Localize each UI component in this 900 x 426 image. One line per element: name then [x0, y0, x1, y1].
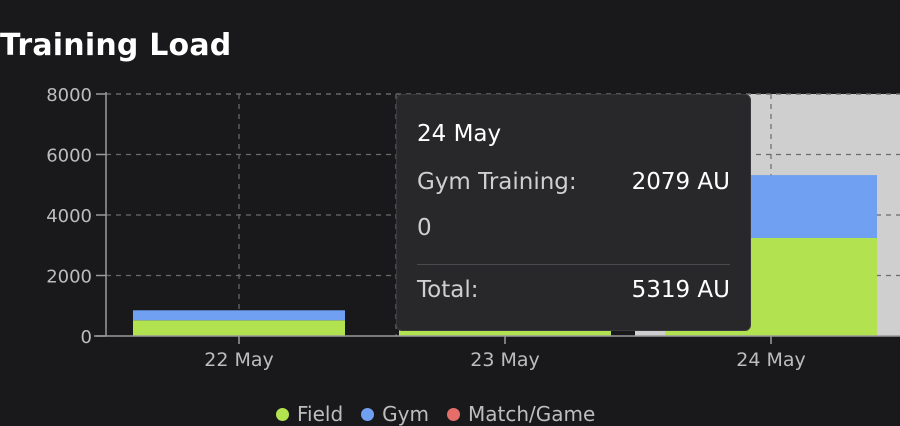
y-tick-label: 2000	[46, 267, 92, 288]
bar-field-22-may	[133, 320, 345, 336]
tooltip-total-value: 5319 AU	[631, 277, 730, 303]
tooltip-row-label: Gym Training:	[417, 169, 577, 195]
y-tick-label: 6000	[46, 146, 92, 167]
tooltip-divider	[417, 264, 730, 265]
x-tick-label: 22 May	[204, 349, 274, 371]
legend-item-gym[interactable]: Gym	[361, 402, 429, 426]
y-tick-label: 4000	[46, 206, 92, 227]
x-tick-label: 23 May	[470, 349, 540, 371]
tooltip-total-row: Total: 5319 AU	[417, 277, 730, 303]
tooltip-row-extra: 0	[417, 215, 432, 241]
chart-tooltip: 24 May Gym Training: 2079 AU 0 Total: 53…	[396, 94, 751, 331]
chart-title: Training Load	[0, 28, 232, 63]
legend-label: Field	[297, 402, 344, 426]
tooltip-date: 24 May	[417, 121, 502, 147]
y-tick-label: 8000	[46, 85, 92, 106]
tooltip-row-value: 2079 AU	[631, 169, 730, 195]
bar-field-23-may	[399, 328, 611, 336]
tooltip-row-gym: Gym Training: 2079 AU	[417, 169, 730, 195]
legend-label: Match/Game	[468, 402, 596, 426]
legend-item-match-game[interactable]: Match/Game	[447, 402, 595, 426]
legend-item-field[interactable]: Field	[276, 402, 343, 426]
legend-dot-icon	[276, 407, 289, 421]
chart-legend: Field Gym Match/Game	[276, 402, 595, 426]
legend-dot-icon	[361, 407, 375, 421]
legend-label: Gym	[382, 402, 429, 426]
x-tick-label: 24 May	[736, 349, 806, 371]
bar-gym-22-may	[133, 310, 345, 321]
legend-dot-icon	[447, 407, 460, 421]
tooltip-total-label: Total:	[417, 277, 479, 303]
y-tick-label: 0	[81, 327, 92, 348]
